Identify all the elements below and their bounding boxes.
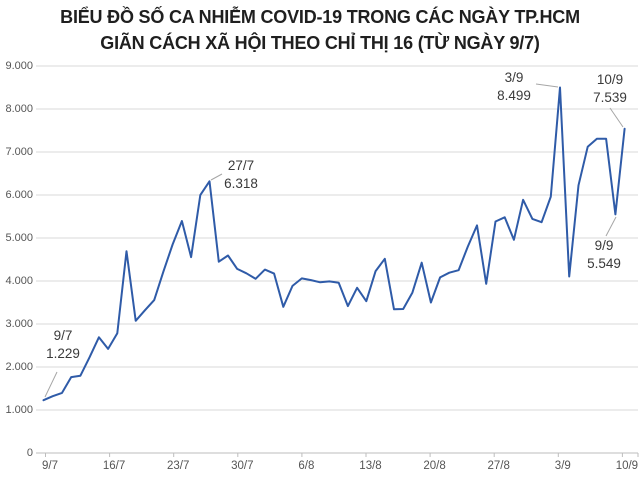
x-tick-label: 3/9 bbox=[554, 460, 571, 472]
x-tick-label: 10/9 bbox=[615, 460, 639, 472]
leader-line bbox=[535, 83, 559, 88]
covid-cases-line bbox=[42, 86, 626, 402]
y-tick-label: 0 bbox=[26, 447, 33, 459]
annotation: 9/9 5.549 bbox=[559, 237, 640, 273]
annotation-value: 7.539 bbox=[593, 90, 627, 105]
x-tick-label: 9/7 bbox=[42, 460, 58, 472]
x-tick-label: 30/7 bbox=[231, 460, 254, 472]
y-tick-label: 6.000 bbox=[5, 189, 33, 201]
x-tick-label: 20/8 bbox=[423, 460, 446, 472]
annotation-value: 5.549 bbox=[587, 256, 621, 271]
annotation-date: 9/9 bbox=[594, 238, 614, 253]
annotation-date: 10/9 bbox=[596, 72, 624, 87]
x-tick-label: 23/7 bbox=[166, 460, 190, 472]
chart-title-line1: BIỂU ĐỒ SỐ CA NHIỄM COVID-19 TRONG CÁC N… bbox=[60, 7, 580, 27]
annotation: 3/9 8.499 bbox=[469, 69, 559, 105]
annotation-value: 1.229 bbox=[46, 346, 80, 361]
leader-line bbox=[605, 216, 617, 237]
annotation-value: 8.499 bbox=[497, 88, 531, 103]
annotation: 9/7 1.229 bbox=[18, 327, 108, 363]
y-tick-label: 3.000 bbox=[5, 318, 33, 330]
x-tick-label: 27/8 bbox=[487, 460, 510, 472]
annotation: 27/7 6.318 bbox=[196, 157, 286, 193]
y-tick-label: 5.000 bbox=[5, 232, 33, 244]
x-tick-label: 6/8 bbox=[298, 460, 315, 472]
y-tick-label: 4.000 bbox=[5, 275, 33, 287]
annotation-value: 6.318 bbox=[224, 176, 258, 191]
chart-title: BIỂU ĐỒ SỐ CA NHIỄM COVID-19 TRONG CÁC N… bbox=[0, 4, 640, 56]
annotation-date: 3/9 bbox=[504, 70, 524, 85]
y-tick-label: 8.000 bbox=[5, 103, 33, 115]
leader-line bbox=[210, 173, 223, 181]
y-tick-label: 1.000 bbox=[5, 404, 33, 416]
x-tick-label: 13/8 bbox=[359, 460, 382, 472]
leader-line bbox=[609, 107, 624, 128]
annotation: 10/9 7.539 bbox=[565, 71, 640, 107]
chart-title-line2: GIÃN CÁCH XÃ HỘI THEO CHỈ THỊ 16 (TỪ NGÀ… bbox=[100, 33, 540, 53]
y-tick-label: 9.000 bbox=[5, 60, 33, 72]
annotation-date: 9/7 bbox=[53, 328, 73, 343]
annotation-date: 27/7 bbox=[227, 158, 255, 173]
y-tick-label: 2.000 bbox=[5, 361, 33, 373]
y-tick-label: 7.000 bbox=[5, 146, 33, 158]
leader-line bbox=[44, 371, 58, 398]
x-tick-label: 16/7 bbox=[102, 460, 126, 472]
